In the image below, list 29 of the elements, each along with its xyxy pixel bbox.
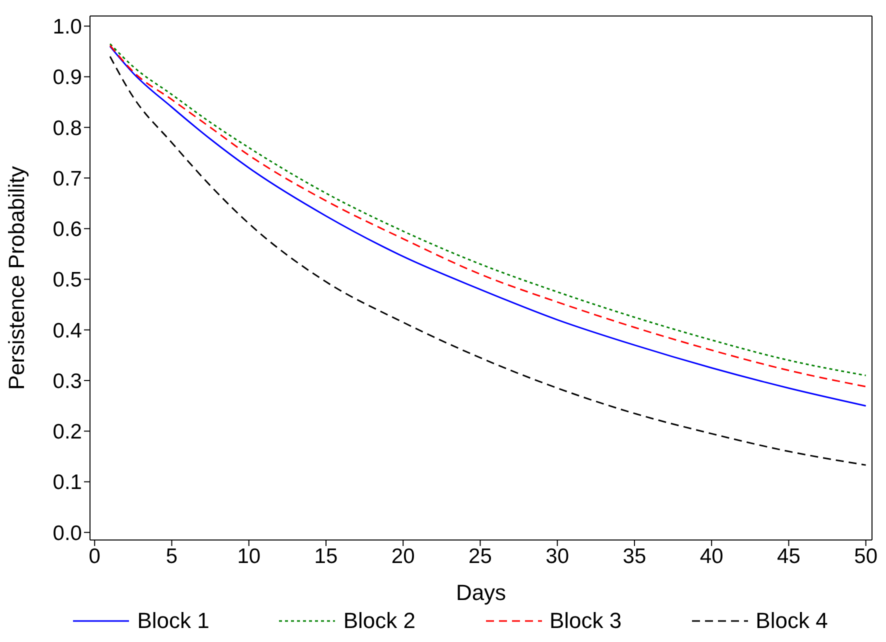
x-tick-label: 50 [854, 544, 878, 568]
y-tick-label: 0.0 [52, 522, 82, 545]
y-tick-label: 0.9 [52, 66, 82, 90]
y-tick-label: 0.6 [52, 218, 82, 242]
x-tick-label: 10 [237, 544, 261, 568]
line-series [109, 56, 867, 466]
y-tick-label: 0.4 [52, 319, 82, 342]
legend-label: Block 2 [342, 608, 416, 634]
y-tick-label: 0.7 [52, 167, 82, 190]
x-tick-label: 25 [468, 544, 492, 568]
legend-label: Block 3 [548, 608, 622, 634]
legend-label: Block 1 [136, 608, 210, 634]
y-tick-label: 0.8 [52, 116, 82, 140]
y-tick-label: 0.1 [52, 471, 82, 494]
x-tick-label: 5 [166, 544, 178, 568]
x-tick-label: 20 [391, 544, 415, 568]
y-axis-title: Persistence Probability [4, 166, 29, 390]
y-tick-label: 0.2 [52, 420, 82, 444]
x-tick-label: 45 [777, 544, 800, 568]
y-tick-label: 0.5 [52, 268, 82, 292]
legend-label: Block 4 [754, 608, 828, 634]
x-tick-label: 15 [314, 544, 338, 568]
x-axis-title: Days [456, 580, 506, 605]
y-tick-label: 0.3 [52, 370, 82, 393]
x-tick-label: 40 [700, 544, 724, 568]
x-tick-label: 30 [546, 544, 570, 568]
y-tick-label: 1.0 [52, 16, 82, 39]
x-tick-label: 0 [88, 544, 100, 568]
x-tick-label: 35 [622, 544, 646, 568]
